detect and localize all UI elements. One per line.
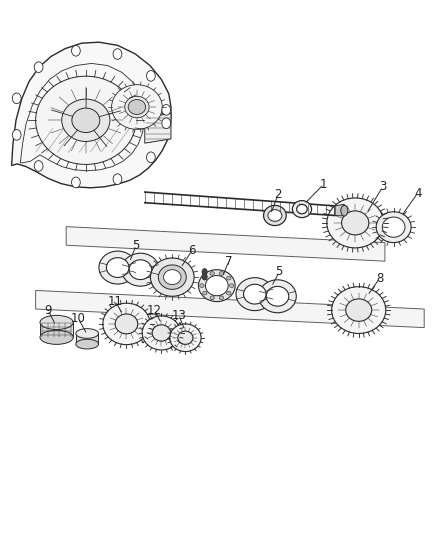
Circle shape <box>71 45 80 56</box>
Circle shape <box>71 177 80 188</box>
Circle shape <box>12 130 21 140</box>
Ellipse shape <box>346 299 372 321</box>
Circle shape <box>12 93 21 103</box>
Text: 10: 10 <box>71 312 86 325</box>
Ellipse shape <box>76 329 99 338</box>
Ellipse shape <box>268 209 282 221</box>
Ellipse shape <box>115 314 138 334</box>
Ellipse shape <box>76 340 99 349</box>
Ellipse shape <box>341 205 348 216</box>
Text: 4: 4 <box>414 187 421 200</box>
Ellipse shape <box>72 108 100 133</box>
Text: 5: 5 <box>276 265 283 278</box>
Ellipse shape <box>226 291 231 295</box>
Ellipse shape <box>112 85 162 130</box>
Polygon shape <box>66 227 385 261</box>
Polygon shape <box>12 42 171 188</box>
Ellipse shape <box>292 200 311 217</box>
Ellipse shape <box>40 330 73 344</box>
Ellipse shape <box>219 296 223 300</box>
Text: 7: 7 <box>225 255 232 268</box>
Circle shape <box>202 269 207 275</box>
Ellipse shape <box>152 325 170 341</box>
Ellipse shape <box>106 257 129 278</box>
Circle shape <box>147 70 155 81</box>
Ellipse shape <box>150 258 194 296</box>
Ellipse shape <box>158 265 186 289</box>
Polygon shape <box>145 114 171 143</box>
Ellipse shape <box>236 278 274 311</box>
Ellipse shape <box>376 212 411 243</box>
Ellipse shape <box>244 284 266 304</box>
Ellipse shape <box>297 205 307 214</box>
Ellipse shape <box>170 324 201 352</box>
Circle shape <box>113 49 122 59</box>
Text: 6: 6 <box>188 244 196 257</box>
Ellipse shape <box>332 287 386 334</box>
Ellipse shape <box>103 303 150 345</box>
Polygon shape <box>35 290 424 328</box>
Ellipse shape <box>198 270 235 302</box>
Text: 2: 2 <box>274 188 282 201</box>
Ellipse shape <box>125 96 149 118</box>
Ellipse shape <box>210 296 215 300</box>
Ellipse shape <box>35 76 136 165</box>
Ellipse shape <box>200 284 204 287</box>
Text: 9: 9 <box>44 304 52 317</box>
Circle shape <box>34 62 43 72</box>
Ellipse shape <box>327 198 384 248</box>
Ellipse shape <box>264 205 286 225</box>
Text: 11: 11 <box>108 295 123 308</box>
Ellipse shape <box>230 284 234 287</box>
Ellipse shape <box>128 100 146 115</box>
Ellipse shape <box>40 316 73 329</box>
Ellipse shape <box>382 217 405 237</box>
Ellipse shape <box>178 331 193 344</box>
Circle shape <box>147 152 155 163</box>
Ellipse shape <box>205 276 228 296</box>
Polygon shape <box>335 204 344 216</box>
Text: 8: 8 <box>376 272 383 285</box>
Text: 1: 1 <box>320 177 328 191</box>
Ellipse shape <box>203 291 207 295</box>
Text: 13: 13 <box>171 309 186 322</box>
Ellipse shape <box>266 286 289 306</box>
Polygon shape <box>76 334 99 344</box>
Text: 5: 5 <box>132 239 140 252</box>
Ellipse shape <box>219 272 223 276</box>
Ellipse shape <box>122 253 159 286</box>
Circle shape <box>162 118 170 128</box>
Text: 12: 12 <box>147 304 162 317</box>
Ellipse shape <box>129 260 152 280</box>
Ellipse shape <box>203 276 207 280</box>
Circle shape <box>113 174 122 184</box>
Ellipse shape <box>163 270 181 285</box>
Ellipse shape <box>259 280 296 313</box>
Circle shape <box>34 160 43 171</box>
Ellipse shape <box>210 272 215 276</box>
Ellipse shape <box>142 316 180 350</box>
Ellipse shape <box>99 251 137 284</box>
Ellipse shape <box>226 276 231 280</box>
Circle shape <box>202 273 207 280</box>
Ellipse shape <box>342 211 369 235</box>
Circle shape <box>162 104 170 115</box>
Polygon shape <box>40 322 73 337</box>
Ellipse shape <box>62 99 110 141</box>
Text: 3: 3 <box>379 180 386 193</box>
